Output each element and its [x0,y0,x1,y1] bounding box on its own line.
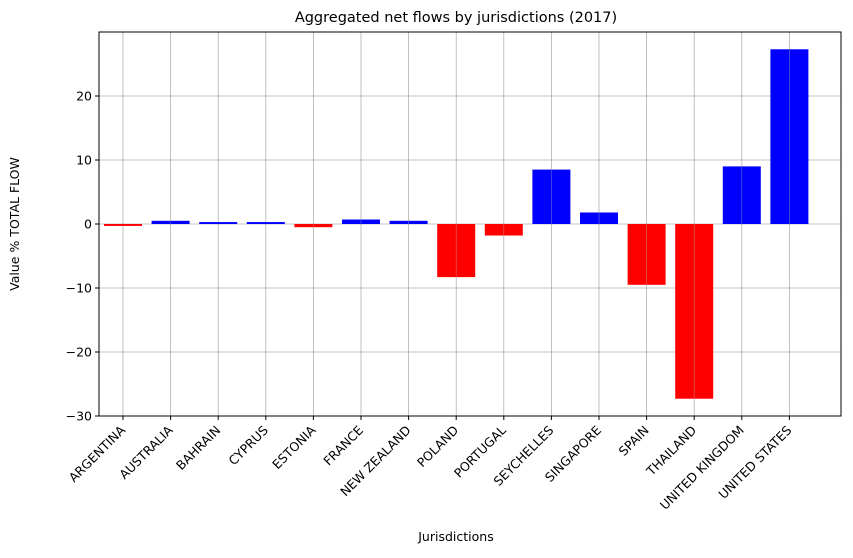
x-tick-label: BAHRAIN [173,423,223,473]
bar-cyprus [246,222,285,224]
x-tick-label: POLAND [414,423,461,470]
x-tick-label: SPAIN [615,423,651,459]
y-axis-ticks: −30 −20 −10 0 10 20 [66,89,99,424]
bar-argentina [104,224,142,226]
y-tick-label: 10 [76,153,92,168]
bar-bahrain [199,222,238,224]
y-tick-label: 0 [84,217,92,232]
x-tick-label: UNITED KINGDOM [657,423,747,513]
bars [104,49,809,399]
y-tick-label: −20 [66,345,92,360]
x-tick-label: CYPRUS [225,422,271,468]
y-tick-label: −30 [66,409,92,424]
y-tick-label: −10 [66,281,92,296]
x-axis-label: Jurisdictions [417,529,493,544]
chart-title: Aggregated net flows by jurisdictions (2… [295,10,617,26]
y-tick-label: 20 [76,89,92,104]
x-tick-label: FRANCE [320,422,366,468]
x-tick-label: ESTONIA [269,422,319,472]
y-axis-label: Value % TOTAL FLOW [7,157,22,291]
